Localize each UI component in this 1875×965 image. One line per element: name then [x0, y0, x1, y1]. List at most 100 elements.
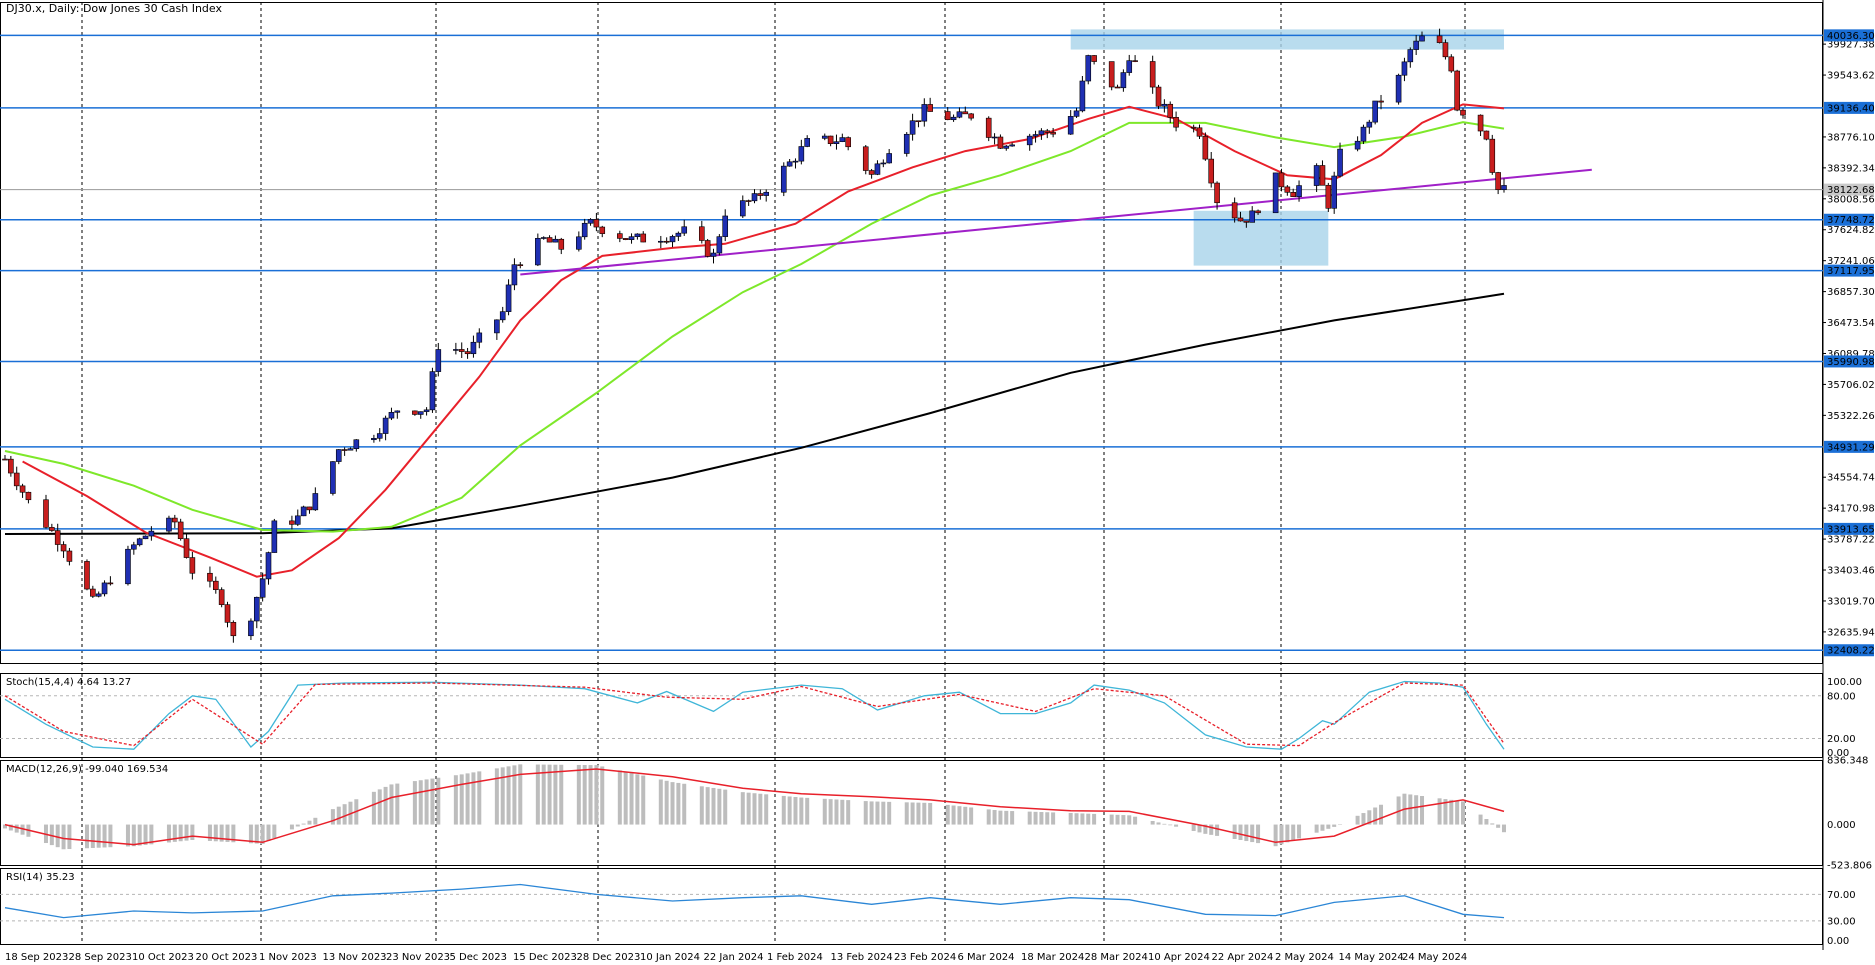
bear-candle — [1196, 127, 1203, 137]
bull-candle — [1395, 74, 1402, 103]
bear-candle — [54, 530, 61, 545]
rsi-line — [4, 883, 1505, 919]
bear-candle — [1489, 138, 1496, 173]
level-tag-bg — [1824, 213, 1874, 226]
macd-histogram-bar — [559, 764, 564, 825]
bear-candle — [464, 351, 471, 355]
macd-histogram-bar — [805, 797, 810, 825]
price-tick-label: 33403.46 — [1827, 566, 1875, 577]
macd-histogram-bar — [723, 789, 728, 825]
level-tag-label: 37117.95 — [1827, 266, 1875, 277]
date-tick-label: 28 Sep 2023 — [69, 952, 132, 963]
macd-histogram-bar — [143, 824, 148, 845]
macd-histogram-bar — [1478, 814, 1483, 825]
macd-histogram-bar — [231, 824, 236, 843]
bull-candle — [300, 506, 307, 517]
bull-candle — [353, 439, 360, 449]
bear-candle — [172, 517, 178, 523]
bear-candle — [1495, 172, 1501, 190]
stoch-tick-label: 20.00 — [1827, 734, 1856, 745]
bull-candle — [371, 438, 377, 441]
bear-candle — [546, 237, 553, 243]
bull-candle — [388, 412, 395, 419]
bear-candle — [1378, 100, 1384, 103]
ma20-line — [22, 103, 1505, 578]
bull-candle — [576, 236, 582, 250]
stochastic-pane[interactable]: Stoch(15,4,4) 4.64 13.27 — [0, 677, 1823, 750]
macd-histogram-bar — [758, 793, 763, 825]
macd-histogram-bar — [617, 770, 622, 825]
date-tick-label: 28 Dec 2023 — [577, 952, 641, 963]
macd-histogram-bar — [1408, 794, 1413, 825]
bear-candle — [927, 104, 933, 112]
macd-histogram-bar — [1332, 824, 1337, 827]
bear-candle — [230, 622, 237, 637]
bear-candle — [224, 604, 231, 623]
bear-candle — [1155, 86, 1162, 107]
macd-histogram-bar — [740, 792, 745, 825]
macd-histogram-bar — [863, 801, 868, 825]
macd-histogram-bar — [8, 824, 13, 831]
bull-candle — [330, 461, 336, 494]
bear-candle — [985, 117, 992, 138]
bull-candle — [265, 552, 272, 580]
macd-histogram-bar — [781, 795, 786, 825]
level-tag-label: 33913.65 — [1827, 524, 1875, 535]
macd-histogram-bar — [1250, 824, 1255, 843]
macd-histogram-bar — [957, 806, 962, 825]
bull-candle — [1313, 165, 1320, 186]
macd-histogram-bar — [910, 802, 915, 825]
macd-histogram-bar — [20, 824, 25, 835]
rsi-pane[interactable]: RSI(14) 35.23 — [0, 872, 1823, 922]
macd-histogram-bar — [295, 824, 300, 827]
bear-candle — [1483, 130, 1490, 140]
macd-title: MACD(12,26,9) -99.040 169.534 — [6, 764, 168, 775]
date-tick-label: 6 Mar 2024 — [958, 952, 1015, 963]
macd-histogram-bar — [1191, 824, 1196, 831]
date-tick-label: 2 May 2024 — [1275, 952, 1334, 963]
price-tick-label: 33019.70 — [1827, 596, 1875, 607]
price-pane[interactable] — [0, 28, 1823, 651]
bear-candle — [663, 240, 670, 243]
macd-histogram-bar — [951, 805, 956, 825]
bull-candle — [1501, 185, 1507, 190]
macd-histogram-bar — [658, 779, 663, 825]
bull-candle — [125, 548, 131, 585]
macd-histogram-bar — [1086, 813, 1091, 825]
bear-candle — [698, 226, 705, 241]
bear-candle — [868, 170, 875, 175]
bull-candle — [312, 493, 319, 511]
bull-candle — [376, 433, 383, 439]
bear-candle — [1436, 35, 1443, 43]
bull-candle — [1032, 134, 1039, 137]
macd-histogram-bar — [916, 802, 921, 825]
macd-histogram-bar — [1068, 812, 1073, 825]
stoch-tick-label: 0.00 — [1827, 748, 1849, 759]
bear-candle — [1114, 86, 1121, 89]
macd-histogram-bar — [330, 809, 335, 825]
macd-histogram-bar — [49, 824, 54, 846]
bull-candle — [1419, 35, 1425, 42]
macd-histogram-bar — [1490, 823, 1495, 825]
bull-candle — [1331, 175, 1337, 209]
price-tick-label: 38008.56 — [1827, 194, 1875, 205]
macd-histogram-bar — [1109, 814, 1114, 825]
macd-histogram-bar — [96, 824, 101, 848]
macd-histogram-bar — [301, 823, 306, 825]
bear-candle — [1448, 56, 1455, 72]
bear-candle — [622, 238, 629, 240]
bear-candle — [704, 240, 711, 257]
macd-histogram-bar — [1209, 824, 1214, 835]
macd-pane[interactable]: MACD(12,26,9) -99.040 169.534 — [3, 764, 1506, 850]
bull-candle — [166, 517, 172, 532]
macd-histogram-bar — [828, 799, 833, 825]
bull-candle — [394, 410, 401, 413]
level-tag-label: 39136.40 — [1827, 103, 1875, 114]
macd-histogram-bar — [1121, 815, 1126, 825]
date-tick-label: 28 Mar 2024 — [1085, 952, 1148, 963]
date-tick-label: 13 Nov 2023 — [323, 952, 387, 963]
macd-histogram-bar — [1150, 821, 1155, 825]
macd-histogram-bar — [711, 787, 716, 825]
macd-histogram-bar — [1355, 815, 1360, 825]
